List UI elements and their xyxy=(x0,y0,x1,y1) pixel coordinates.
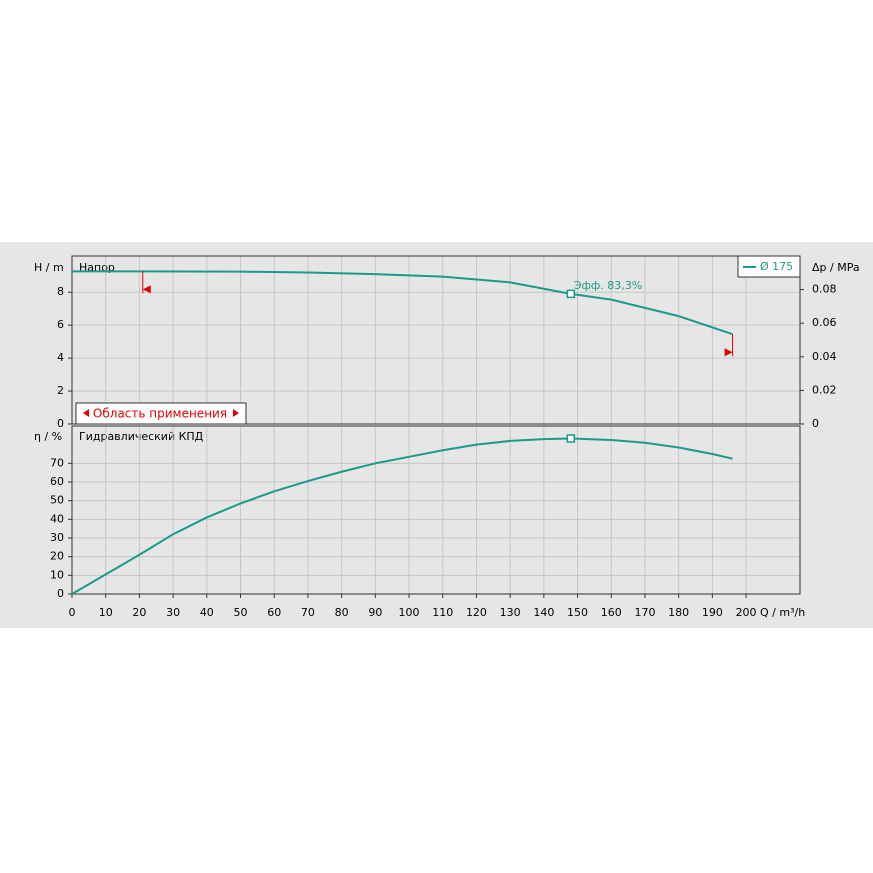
x-tick-label: 100 xyxy=(399,606,420,619)
y-tick-label: 2 xyxy=(57,384,64,397)
legend-box xyxy=(737,255,801,278)
pressure-y-label: Δp / MPa xyxy=(812,261,860,274)
legend-label: Ø 175 xyxy=(760,260,793,273)
plot-frame xyxy=(71,255,801,425)
x-tick-label: 70 xyxy=(301,606,315,619)
x-tick-label: 140 xyxy=(533,606,554,619)
x-tick-label: 200 xyxy=(736,606,757,619)
y2-tick-label: 0.04 xyxy=(812,350,837,363)
operating-point xyxy=(566,289,576,299)
application-box-arrow xyxy=(83,409,89,417)
operating-label: Эфф. 83,3% xyxy=(574,279,642,292)
y-tick-label: 0 xyxy=(57,417,64,430)
chart-background xyxy=(0,242,873,628)
x-tick-label: 30 xyxy=(166,606,180,619)
x-tick-label: 0 xyxy=(69,606,76,619)
head-y-label: H / m xyxy=(34,261,64,274)
y2-tick-label: 0.06 xyxy=(812,316,837,329)
y2-tick-label: 0 xyxy=(812,417,819,430)
x-tick-label: 90 xyxy=(368,606,382,619)
x-tick-label: 130 xyxy=(500,606,521,619)
application-arrow xyxy=(142,285,151,294)
x-tick-label: 190 xyxy=(702,606,723,619)
y-tick-label: 40 xyxy=(50,512,64,525)
x-tick-label: 50 xyxy=(234,606,248,619)
plot-frame xyxy=(71,425,801,595)
y-tick-label: 70 xyxy=(50,456,64,469)
y-tick-label: 6 xyxy=(57,318,64,331)
x-tick-label: 80 xyxy=(335,606,349,619)
y-tick-label: 20 xyxy=(50,550,64,563)
curve xyxy=(72,270,733,336)
application-box-arrow xyxy=(233,409,239,417)
x-tick-label: 150 xyxy=(567,606,588,619)
y-tick-label: 8 xyxy=(57,285,64,298)
application-arrow xyxy=(724,348,733,357)
x-label: Q / m³/h xyxy=(760,606,805,619)
application-label: Область применения xyxy=(93,407,227,421)
x-tick-label: 160 xyxy=(601,606,622,619)
application-box xyxy=(75,402,247,425)
y-tick-label: 50 xyxy=(50,494,64,507)
y-tick-label: 4 xyxy=(57,351,64,364)
y-tick-label: 60 xyxy=(50,475,64,488)
x-tick-label: 180 xyxy=(668,606,689,619)
y2-tick-label: 0.02 xyxy=(812,383,837,396)
y2-tick-label: 0.08 xyxy=(812,283,837,296)
y-tick-label: 10 xyxy=(50,568,64,581)
eff-title: Гидравлический КПД xyxy=(79,430,204,443)
curve xyxy=(71,437,733,595)
x-tick-label: 20 xyxy=(132,606,146,619)
operating-point xyxy=(566,434,576,443)
y-tick-label: 0 xyxy=(57,587,64,600)
x-tick-label: 170 xyxy=(634,606,655,619)
x-tick-label: 120 xyxy=(466,606,487,619)
x-tick-label: 60 xyxy=(267,606,281,619)
eff-y-label: η / % xyxy=(34,430,62,443)
y-tick-label: 30 xyxy=(50,531,64,544)
x-tick-label: 40 xyxy=(200,606,214,619)
x-tick-label: 10 xyxy=(99,606,113,619)
x-tick-label: 110 xyxy=(432,606,453,619)
